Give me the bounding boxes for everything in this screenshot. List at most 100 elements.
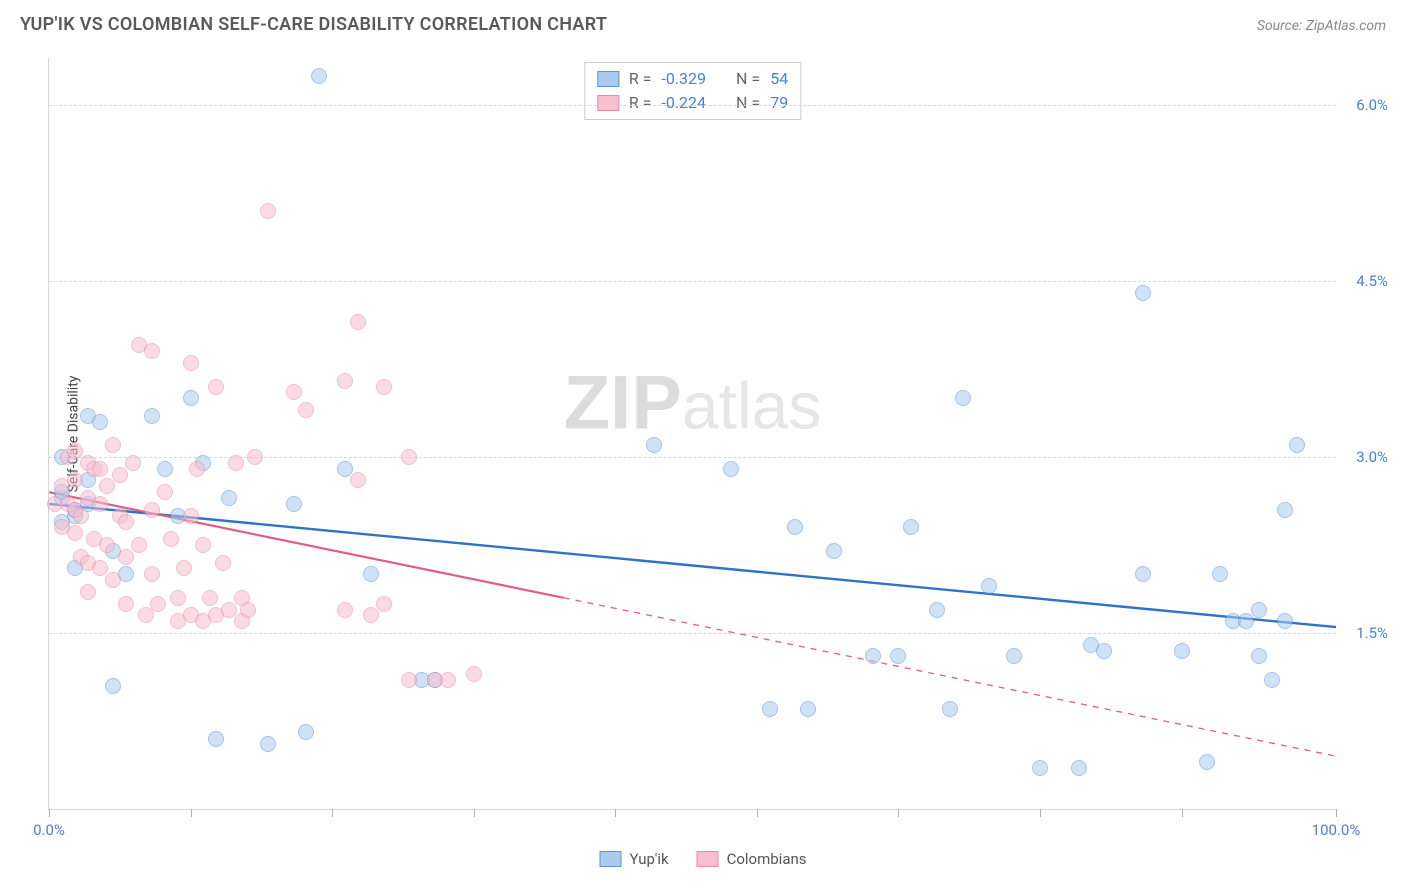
y-tick-label: 1.5%	[1356, 624, 1388, 642]
legend-r-value: -0.329	[661, 67, 706, 91]
series-legend: Yup'ik Colombians	[599, 850, 806, 868]
data-point	[350, 314, 366, 330]
data-point	[260, 736, 276, 752]
data-point	[67, 443, 83, 459]
data-point	[350, 472, 366, 488]
data-point	[376, 596, 392, 612]
legend-n-value: 54	[770, 67, 788, 91]
legend-n-label: N =	[736, 91, 760, 115]
data-point	[118, 514, 134, 530]
series-legend-item: Colombians	[697, 850, 807, 868]
gridline	[49, 105, 1336, 106]
data-point	[1199, 754, 1215, 770]
legend-n-label: N =	[736, 67, 760, 91]
x-tick	[1182, 809, 1183, 817]
x-tick	[898, 809, 899, 817]
data-point	[99, 537, 115, 553]
y-tick-label: 6.0%	[1356, 96, 1388, 114]
data-point	[157, 461, 173, 477]
data-point	[195, 537, 211, 553]
data-point	[240, 602, 256, 618]
series-legend-item: Yup'ik	[599, 850, 668, 868]
legend-r-label: R =	[629, 67, 652, 91]
data-point	[92, 414, 108, 430]
data-point	[800, 701, 816, 717]
x-tick-label: 100.0%	[1312, 821, 1361, 839]
x-tick	[757, 809, 758, 817]
data-point	[1135, 566, 1151, 582]
legend-swatch	[597, 95, 619, 111]
data-point	[337, 602, 353, 618]
source-credit: Source: ZipAtlas.com	[1257, 18, 1386, 34]
data-point	[150, 596, 166, 612]
data-point	[286, 384, 302, 400]
data-point	[144, 566, 160, 582]
x-tick	[332, 809, 333, 817]
data-point	[1238, 613, 1254, 629]
data-point	[138, 607, 154, 623]
x-tick	[191, 809, 192, 817]
chart-title: YUP'IK VS COLOMBIAN SELF-CARE DISABILITY…	[20, 14, 607, 35]
data-point	[131, 537, 147, 553]
x-tick	[49, 809, 50, 817]
data-point	[92, 461, 108, 477]
data-point	[1277, 502, 1293, 518]
data-point	[176, 560, 192, 576]
data-point	[298, 724, 314, 740]
data-point	[363, 566, 379, 582]
correlation-legend: R =-0.329N =54R =-0.224N =79	[584, 62, 801, 120]
data-point	[1277, 613, 1293, 629]
data-point	[183, 390, 199, 406]
data-point	[99, 478, 115, 494]
data-point	[762, 701, 778, 717]
data-point	[787, 519, 803, 535]
legend-row: R =-0.224N =79	[597, 91, 788, 115]
data-point	[118, 596, 134, 612]
data-point	[73, 508, 89, 524]
data-point	[202, 590, 218, 606]
data-point	[363, 607, 379, 623]
data-point	[170, 590, 186, 606]
legend-swatch	[697, 851, 719, 867]
data-point	[228, 455, 244, 471]
data-point	[1071, 760, 1087, 776]
x-tick	[474, 809, 475, 817]
chart-area: ZIPatlas Self-Care Disability R =-0.329N…	[48, 58, 1336, 810]
data-point	[826, 543, 842, 559]
series-name: Colombians	[727, 850, 807, 868]
y-tick-label: 4.5%	[1356, 272, 1388, 290]
data-point	[112, 467, 128, 483]
data-point	[1096, 643, 1112, 659]
data-point	[1251, 648, 1267, 664]
data-point	[929, 602, 945, 618]
watermark: ZIPatlas	[564, 360, 822, 447]
x-tick	[1040, 809, 1041, 817]
data-point	[376, 379, 392, 395]
data-point	[215, 555, 231, 571]
data-point	[1174, 643, 1190, 659]
data-point	[183, 355, 199, 371]
x-tick	[615, 809, 616, 817]
data-point	[1135, 285, 1151, 301]
data-point	[286, 496, 302, 512]
data-point	[466, 666, 482, 682]
data-point	[981, 578, 997, 594]
data-point	[105, 678, 121, 694]
data-point	[247, 449, 263, 465]
data-point	[646, 437, 662, 453]
data-point	[105, 572, 121, 588]
data-point	[163, 531, 179, 547]
trend-lines	[49, 58, 1336, 809]
data-point	[1006, 648, 1022, 664]
data-point	[144, 343, 160, 359]
data-point	[890, 648, 906, 664]
x-tick-label: 0.0%	[33, 821, 65, 839]
data-point	[865, 648, 881, 664]
legend-n-value: 79	[770, 91, 788, 115]
data-point	[144, 408, 160, 424]
gridline	[49, 633, 1336, 634]
data-point	[80, 584, 96, 600]
data-point	[157, 484, 173, 500]
legend-swatch	[597, 71, 619, 87]
legend-swatch	[599, 851, 621, 867]
